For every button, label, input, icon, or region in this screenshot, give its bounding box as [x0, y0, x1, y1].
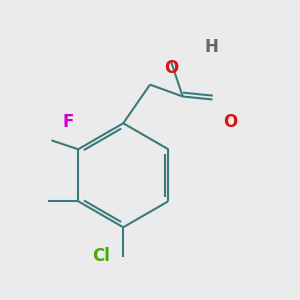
Text: O: O	[164, 59, 178, 77]
Text: O: O	[223, 113, 237, 131]
Text: Cl: Cl	[92, 247, 110, 265]
Text: F: F	[63, 113, 74, 131]
Text: H: H	[205, 38, 219, 56]
